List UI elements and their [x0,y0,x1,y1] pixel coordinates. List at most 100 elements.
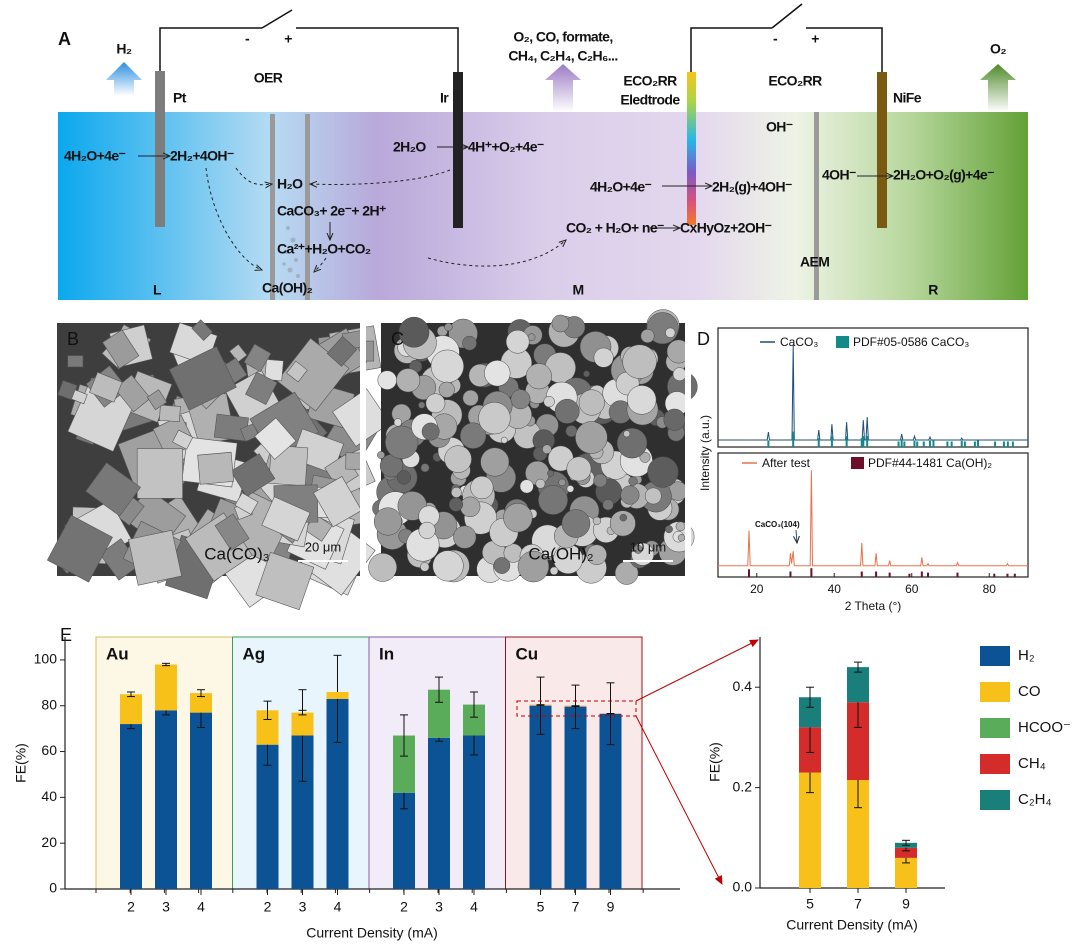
particle [566,485,575,493]
diagram-text: CO₂ + H₂O+ ne⁻ [566,220,664,236]
particle [549,566,559,576]
crystal [286,360,308,383]
membrane-aem [814,112,819,300]
wire [690,27,772,72]
particle [493,557,511,574]
particle [672,367,687,382]
crystal [89,371,123,403]
particle [538,485,568,515]
particle [647,456,679,488]
membrane [270,114,275,300]
diagram-text: R [928,282,938,298]
bar-segment [326,691,349,699]
crystal [172,429,194,450]
particle [438,381,455,398]
sem-image [46,319,391,611]
annotation: CaCO₃(104) [755,520,800,529]
particle [480,447,510,477]
bar-segment [155,664,177,711]
particle [421,422,440,441]
bar-segment [190,693,212,713]
y-tick-label: 60 [41,742,57,758]
electrode-ir [453,72,463,228]
x-tick-label: 3 [435,899,443,915]
particle [620,485,640,505]
y-axis-title: Intensity (a.u.) [698,415,712,491]
particle [575,421,608,454]
crystal [326,336,358,367]
particle [639,451,651,463]
particle [535,478,546,489]
clip-edge [685,323,691,576]
crystal [128,529,182,586]
particle [592,516,602,525]
x-tick-label: 20 [750,582,764,596]
crystal [245,371,278,406]
diagram-text: - [245,31,250,47]
x-tick-label: 2 [264,899,272,915]
zoom-box [516,700,637,717]
membrane [305,114,310,300]
diagram-text: 4H₂O+4e⁻ [590,179,652,195]
bar-segment [799,697,821,728]
error-bar [263,700,272,720]
bar-segment [847,780,869,888]
crystal [85,462,141,517]
switch [771,3,803,29]
x-tick-label: 7 [572,899,580,915]
particle [500,436,508,444]
error-bar [298,709,307,716]
crystal [114,374,151,413]
crystal [146,389,168,411]
panel-label: D [697,329,710,349]
bar-segment [393,735,415,793]
wire [806,27,883,72]
y-tick-label: 80 [41,696,57,712]
particle [517,550,550,583]
x-tick-label: 4 [334,899,342,915]
gas-arrow [980,64,1016,112]
particle [602,499,614,511]
particle [543,395,555,408]
legend-swatch [980,646,1010,666]
y-tick-label: 40 [41,788,57,804]
y-tick-label: 0.4 [733,678,753,694]
particle [578,389,605,416]
image-caption: Ca(CO)₃ [204,544,269,563]
diagram-text: Ir [440,90,449,106]
x-tick-label: 60 [905,582,919,596]
diagram-text: Pt [173,90,187,106]
bar-segment [428,737,450,889]
error-bar [127,691,135,698]
error-bar [435,676,443,703]
x-tick-label: 5 [537,899,545,915]
diagram-text: Eledtrode [620,92,680,108]
bar-segment [847,702,869,781]
crystal [191,319,213,341]
crystal [46,514,113,583]
bar-segment [895,847,917,858]
particle [593,473,608,488]
y-tick-label: 0 [49,880,57,896]
particle [420,562,430,572]
x-tick-label: 40 [828,582,842,596]
diagram-text: M [572,282,583,298]
diagram-text: CxHyOz+2OH⁻ [680,220,772,236]
switch [261,9,293,29]
x-tick-label: 7 [854,896,862,912]
crystal [230,453,276,497]
crystal [234,492,259,515]
particle [373,507,402,536]
diagram-text: 4OH⁻ [822,167,856,183]
particle [393,418,402,427]
particle [633,544,643,554]
particle [525,363,552,390]
crystal [255,551,315,611]
particle [420,463,430,473]
diagram-text: 2H₂O [393,139,426,155]
particle [586,544,607,565]
legend-swatch [980,754,1010,774]
particle [583,370,590,378]
group-label: In [379,644,394,663]
legend-label: PDF#05-0586 CaCO₃ [853,335,969,349]
